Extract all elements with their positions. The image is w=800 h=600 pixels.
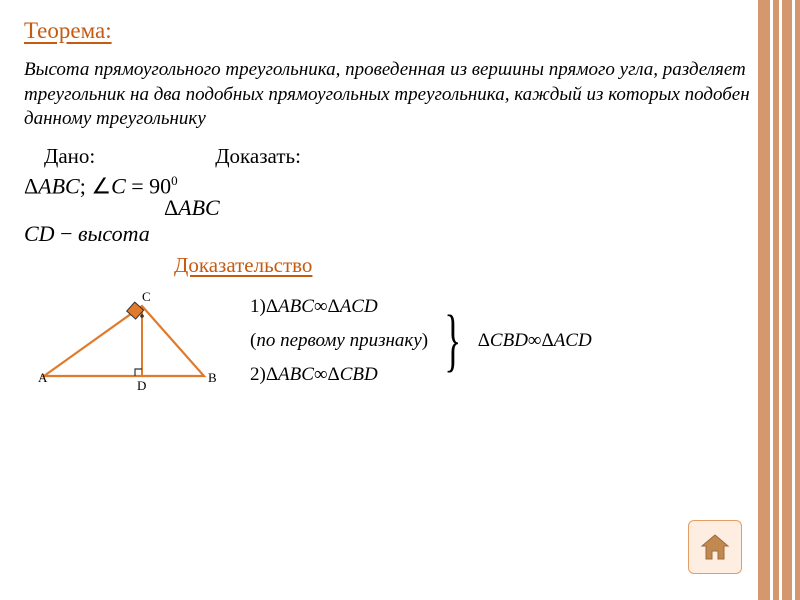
- theorem-statement: Высота прямоугольного треугольника, пров…: [24, 58, 750, 132]
- proof-step-reason: (по первому признаку): [250, 324, 428, 358]
- given-label: Дано:: [44, 144, 95, 169]
- home-button[interactable]: [688, 520, 742, 574]
- brace-icon: }: [444, 306, 461, 376]
- proof-heading: Доказательство: [174, 253, 312, 278]
- proof-steps: 1)ΔABC∞ΔACD (по первому признаку) 2)ΔABC…: [250, 290, 592, 393]
- vertex-b-label: B: [208, 370, 217, 385]
- proof-conclusion: ΔCBD∞ΔACD: [478, 330, 592, 352]
- prove-label: Доказать:: [215, 144, 301, 169]
- proof-area: A B C D 1)ΔABC∞ΔACD (по первому признаку…: [24, 286, 750, 396]
- vertex-d-label: D: [137, 378, 146, 393]
- slide-content: Теорема: Высота прямоугольного треугольн…: [0, 0, 800, 396]
- given-expression-2: CD − высота: [24, 221, 750, 247]
- house-icon: [697, 529, 733, 565]
- triangle-figure: A B C D: [24, 286, 234, 396]
- vertex-a-label: A: [38, 370, 48, 385]
- vertex-c-label: C: [142, 289, 151, 304]
- proof-step-1: 1)ΔABC∞ΔACD: [250, 290, 428, 324]
- theorem-heading: Теорема:: [24, 18, 750, 44]
- prove-expression: ΔABC: [164, 195, 750, 221]
- given-prove-row: Дано: Доказать:: [24, 144, 750, 169]
- decorative-right-border: [760, 0, 800, 600]
- proof-step-2: 2)ΔABC∞ΔCBD: [250, 358, 428, 392]
